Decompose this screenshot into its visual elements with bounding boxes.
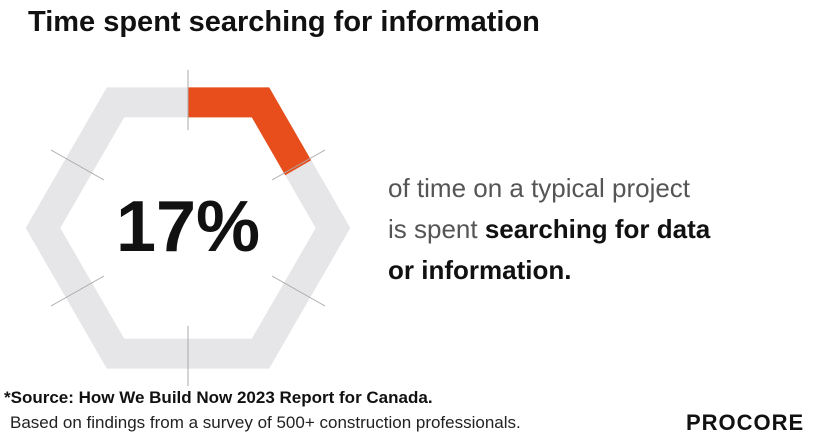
description-text: is spent [388,214,478,244]
divider [50,149,105,181]
description-line: is spent searching for data [388,209,710,250]
divider [50,275,105,307]
source: *Source: How We Build Now 2023 Report fo… [4,388,433,407]
description: of time on a typical project is spent se… [388,168,710,291]
brand-logo: PROCORE [686,410,805,435]
note: Based on findings from a survey of 500+ … [10,413,521,432]
divider [271,149,326,181]
value-label: 17% [116,187,260,267]
description-line: of time on a typical project [388,173,691,203]
description-bold: searching for data [484,214,711,244]
title: Time spent searching for information [28,6,540,38]
description-bold: or information. [388,255,572,285]
gauge-fill [25,87,351,369]
segment-dividers [50,70,326,386]
description-line: or information. [388,250,710,291]
divider [271,275,326,307]
